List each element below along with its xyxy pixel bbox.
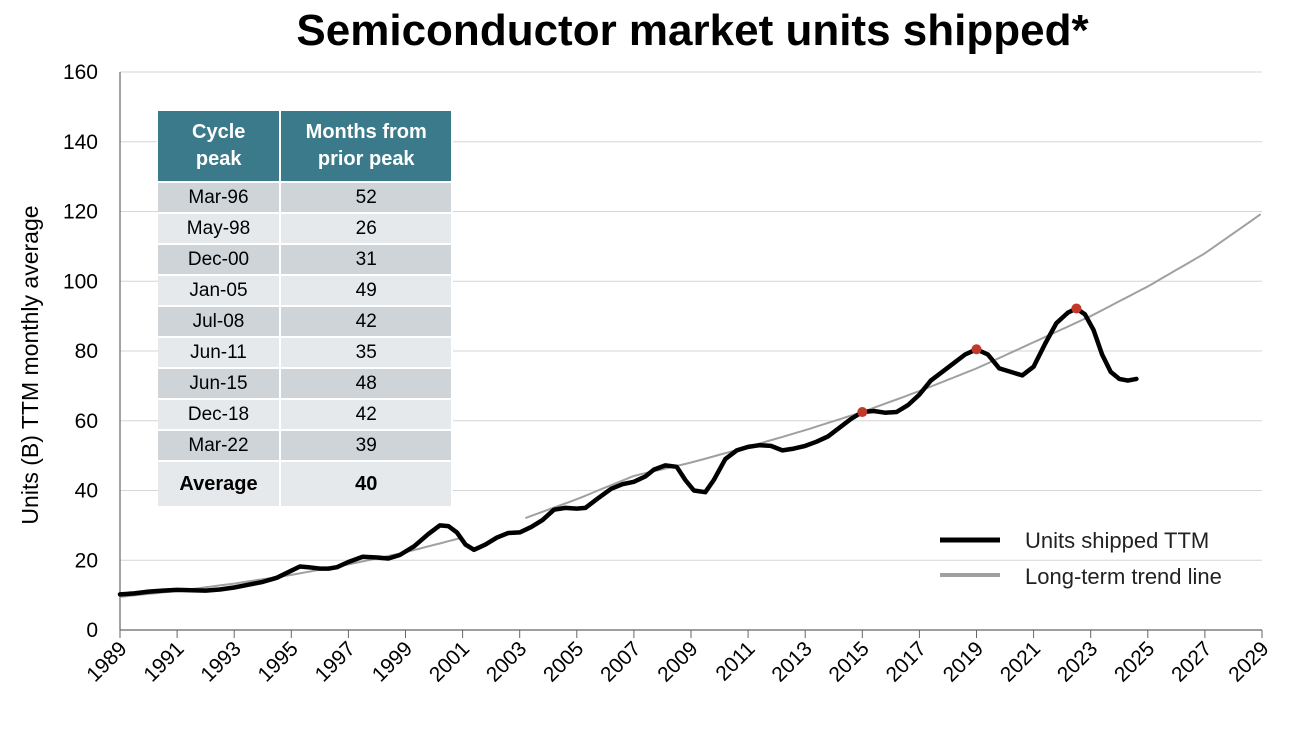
x-tick-label: 1999	[368, 637, 417, 686]
x-tick-label: 2011	[711, 637, 759, 685]
y-tick-label: 120	[63, 201, 98, 224]
average-label: Average	[157, 460, 282, 507]
trend-line	[525, 213, 1262, 520]
x-tick-label: 2015	[825, 637, 874, 686]
x-tick-label: 2013	[767, 637, 816, 686]
y-tick-label: 20	[75, 549, 98, 572]
x-tick-label: 2007	[596, 637, 645, 686]
x-axis-ticks: 1989 1991 1993 1995 1997 1999 2001 2003 2005 2007…	[82, 630, 1274, 687]
cell-cycle-peak: May-98	[157, 212, 282, 245]
x-tick-label: 2025	[1110, 637, 1159, 686]
x-tick-label: 1995	[254, 637, 303, 686]
legend: Units shipped TTM Long-term trend line	[940, 528, 1222, 589]
cell-cycle-peak: Jun-15	[157, 367, 282, 400]
series-lines	[117, 213, 1262, 598]
cell-cycle-peak: Mar-96	[157, 181, 282, 214]
table-row: May-98 26	[157, 212, 453, 245]
units-shipped-line	[117, 306, 1139, 597]
x-tick-label: 2021	[996, 637, 1045, 686]
x-tick-label: 2027	[1167, 637, 1216, 686]
cell-cycle-peak: Mar-22	[157, 429, 282, 462]
cell-months: 48	[280, 367, 453, 400]
x-tick-label: 2023	[1053, 637, 1102, 686]
y-tick-label: 0	[86, 619, 98, 642]
cycle-peak-table: Cycle peak Months from prior peak Mar-96…	[157, 110, 453, 507]
cell-months: 42	[280, 305, 453, 338]
y-tick-label: 160	[63, 61, 98, 84]
x-tick-label: 2003	[482, 637, 531, 686]
table-body: Mar-96 52 May-98 26 Dec-00 31 Jan-05 49 Jul-08 42…	[157, 181, 453, 507]
cell-months: 49	[280, 274, 453, 307]
cell-cycle-peak: Jan-05	[157, 274, 282, 307]
cell-cycle-peak: Jul-08	[157, 305, 282, 338]
y-tick-label: 60	[75, 410, 98, 433]
y-tick-label: 80	[75, 340, 98, 363]
cell-months: 42	[280, 398, 453, 431]
cell-months: 35	[280, 336, 453, 369]
x-tick-label: 1993	[196, 637, 245, 686]
table-row: Mar-22 39	[157, 429, 453, 462]
x-tick-label: 1997	[311, 637, 360, 686]
table-row: Dec-00 31	[157, 243, 453, 276]
cell-cycle-peak: Dec-00	[157, 243, 282, 276]
x-tick-label: 1991	[139, 637, 188, 686]
peak-marker	[971, 344, 982, 355]
cell-months: 26	[280, 212, 453, 245]
peak-marker	[857, 407, 868, 418]
cell-cycle-peak: Jun-11	[157, 336, 282, 369]
header-cycle-peak: Cycle peak	[157, 110, 282, 183]
x-tick-label: 2005	[539, 637, 588, 686]
cell-cycle-peak: Dec-18	[157, 398, 282, 431]
legend-label-units: Units shipped TTM	[1025, 528, 1209, 553]
cell-months: 39	[280, 429, 453, 462]
table-row: Jul-08 42	[157, 305, 453, 338]
x-tick-label: 2019	[939, 637, 988, 686]
y-axis-label: Units (B) TTM monthly average	[17, 205, 43, 524]
cell-months: 52	[280, 181, 453, 214]
cell-months: 31	[280, 243, 453, 276]
chart-title: Semiconductor market units shipped*	[296, 6, 1089, 55]
peak-marker	[1071, 303, 1082, 314]
header-months-from-prior-peak: Months from prior peak	[279, 110, 453, 183]
x-tick-label: 2029	[1224, 637, 1273, 686]
table-row: Jun-15 48	[157, 367, 453, 400]
table-header-row: Cycle peak Months from prior peak	[157, 110, 453, 183]
legend-label-trend: Long-term trend line	[1025, 564, 1222, 589]
y-axis-ticks: 0 20 40 60 80 100 120 140 160	[63, 61, 98, 642]
table-row: Jun-11 35	[157, 336, 453, 369]
x-tick-label: 1989	[82, 637, 131, 686]
table-row: Dec-18 42	[157, 398, 453, 431]
table-row: Mar-96 52	[157, 181, 453, 214]
y-tick-label: 40	[75, 480, 98, 503]
table-row: Jan-05 49	[157, 274, 453, 307]
x-tick-label: 2009	[653, 637, 702, 686]
average-value: 40	[280, 460, 453, 507]
table-row-average: Average 40	[157, 460, 453, 507]
x-tick-label: 2017	[882, 637, 931, 686]
y-tick-label: 100	[63, 270, 98, 293]
x-tick-label: 2001	[425, 637, 474, 686]
y-tick-label: 140	[63, 131, 98, 154]
